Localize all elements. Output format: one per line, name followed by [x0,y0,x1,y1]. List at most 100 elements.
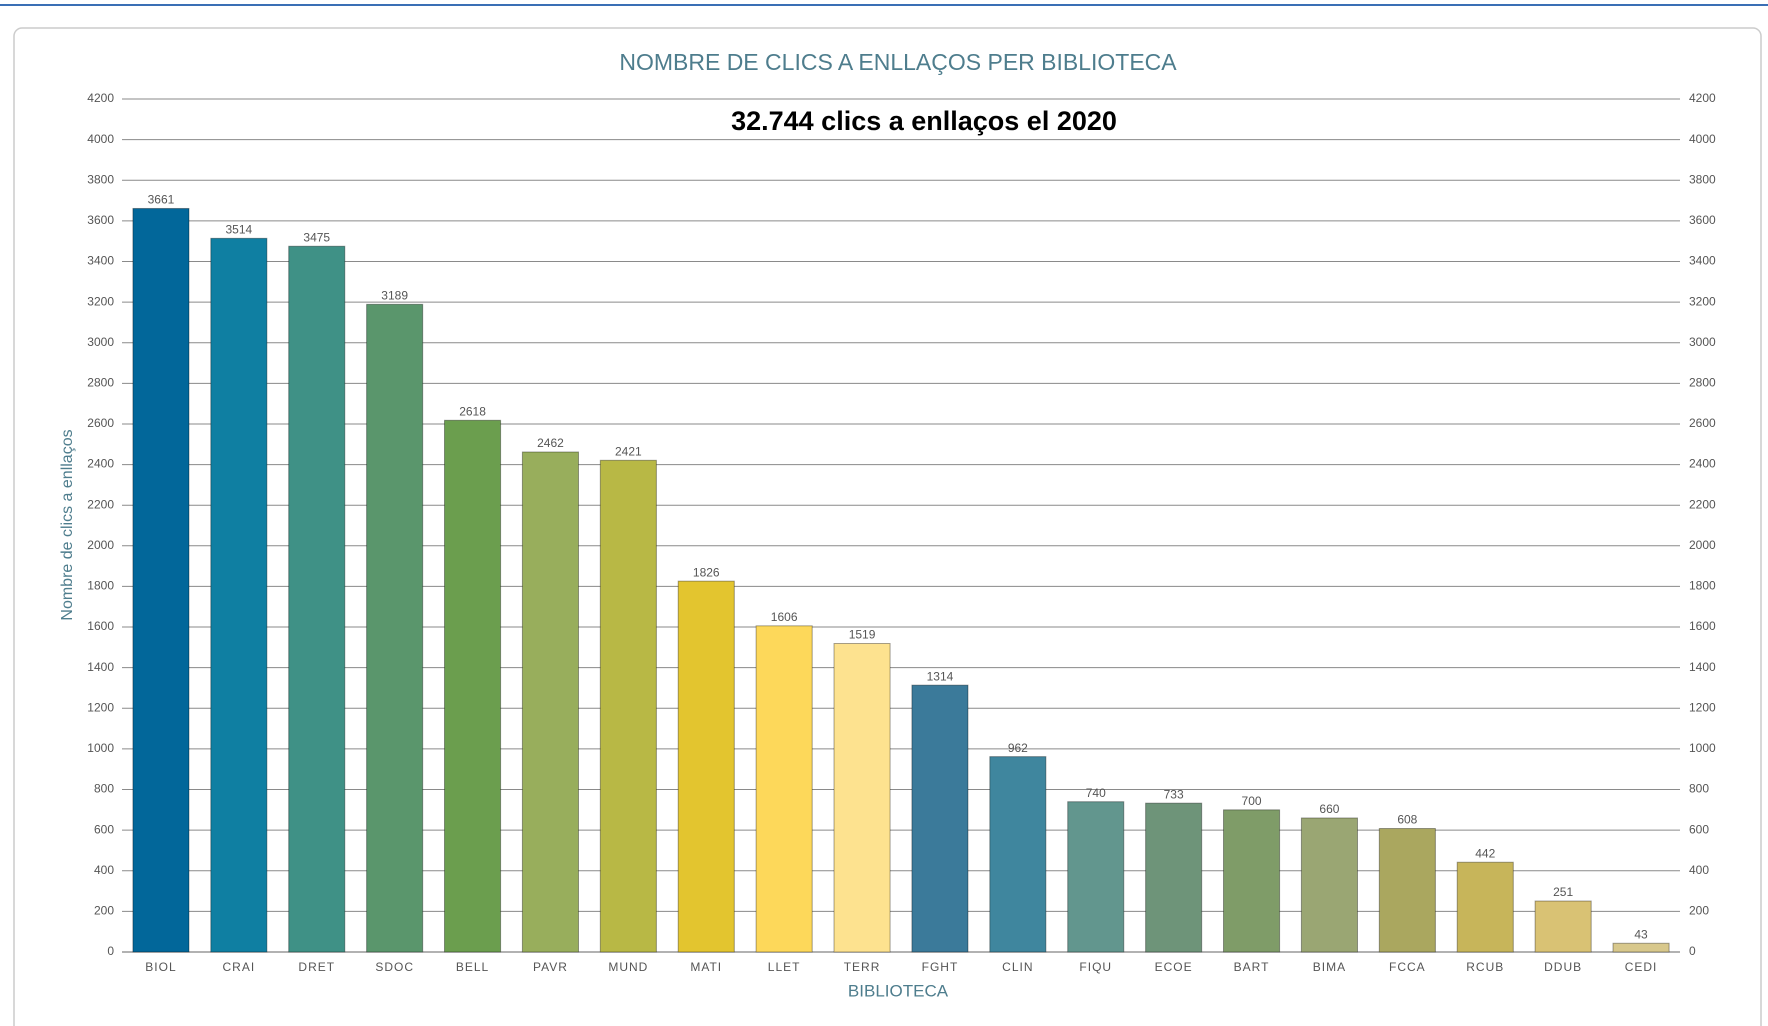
x-tick-label: BIMA [1313,960,1346,974]
y2-tick-label: 3200 [1689,294,1716,308]
y-axis-label: Nombre de clics a enllaços [59,429,76,620]
y2-tick-label: 2600 [1689,416,1716,430]
x-tick-label: SDOC [375,960,414,974]
data-label: 1314 [927,669,954,683]
bar [1067,801,1125,953]
bar [521,451,579,953]
y2-tick-label: 600 [1689,822,1709,836]
y-tick-label: 1600 [87,619,114,633]
bar [755,625,813,953]
data-label: 442 [1475,846,1495,860]
x-tick-label: DDUB [1544,960,1582,974]
data-label: 43 [1634,927,1648,941]
y2-tick-label: 0 [1689,944,1696,958]
y-tick-label: 200 [94,904,114,918]
x-tick-label: MATI [690,960,722,974]
x-tick-label: CRAI [223,960,256,974]
x-tick-label: CEDI [1625,960,1658,974]
x-tick-label: FGHT [922,960,959,974]
y2-tick-label: 2200 [1689,497,1716,511]
bar [444,419,502,953]
x-tick-label: PAVR [533,960,568,974]
bar [1534,900,1592,953]
bar [1378,828,1436,953]
y2-tick-label: 1800 [1689,579,1716,593]
x-tick-label: CLIN [1002,960,1033,974]
data-label: 3189 [381,289,408,303]
y2-tick-label: 200 [1689,904,1709,918]
y-tick-label: 3800 [87,172,114,186]
data-label: 2421 [615,444,642,458]
y2-tick-label: 1000 [1689,741,1716,755]
bar [989,756,1047,953]
x-axis-label: BIBLIOTECA [848,981,949,1000]
data-label: 3661 [148,193,175,207]
bar [1456,861,1514,953]
y2-tick-label: 2000 [1689,538,1716,552]
y-tick-label: 800 [94,782,114,796]
data-label: 251 [1553,885,1573,899]
chart-title: NOMBRE DE CLICS A ENLLAÇOS PER BIBLIOTEC… [619,49,1177,75]
data-label: 700 [1242,794,1262,808]
x-tick-label: FCCA [1389,960,1426,974]
y2-tick-label: 4200 [1689,91,1716,105]
y2-tick-label: 3600 [1689,213,1716,227]
y2-tick-label: 2800 [1689,376,1716,390]
y-tick-label: 1400 [87,660,114,674]
data-label: 1606 [771,610,798,624]
bar [911,684,969,953]
y-tick-label: 2000 [87,538,114,552]
data-label: 2618 [459,404,486,418]
bar [1612,942,1670,953]
x-tick-label: FIQU [1079,960,1112,974]
x-tick-label: MUND [608,960,648,974]
bar [677,580,735,953]
y2-tick-label: 3800 [1689,172,1716,186]
x-tick-label: BIOL [145,960,176,974]
bar [1223,809,1281,953]
y-tick-label: 2600 [87,416,114,430]
y-tick-label: 1000 [87,741,114,755]
x-tick-label: ECOE [1155,960,1193,974]
data-label: 660 [1319,802,1339,816]
y-tick-label: 3600 [87,213,114,227]
y2-tick-label: 1600 [1689,619,1716,633]
data-label: 3475 [303,230,330,244]
y-tick-label: 3000 [87,335,114,349]
y2-tick-label: 400 [1689,863,1709,877]
x-tick-label: BELL [456,960,489,974]
y2-tick-label: 2400 [1689,457,1716,471]
y-tick-label: 4200 [87,91,114,105]
bar [1300,817,1358,953]
x-tick-label: TERR [844,960,881,974]
y-tick-label: 400 [94,863,114,877]
y-tick-label: 1200 [87,700,114,714]
y-tick-label: 600 [94,822,114,836]
y2-tick-label: 1200 [1689,700,1716,714]
y2-tick-label: 3000 [1689,335,1716,349]
y-tick-label: 0 [107,944,114,958]
y-tick-label: 2400 [87,457,114,471]
y-tick-label: 3200 [87,294,114,308]
bar [1145,802,1203,953]
data-label: 1826 [693,565,720,579]
data-label: 3514 [225,222,252,236]
x-tick-label: RCUB [1466,960,1504,974]
x-tick-label: DRET [298,960,335,974]
data-label: 962 [1008,741,1028,755]
y-tick-label: 1800 [87,579,114,593]
y2-tick-label: 1400 [1689,660,1716,674]
y2-tick-label: 4000 [1689,132,1716,146]
bar [210,237,268,953]
bar [288,245,346,953]
y-tick-label: 4000 [87,132,114,146]
data-label: 740 [1086,786,1106,800]
x-tick-label: LLET [768,960,801,974]
y-tick-label: 2200 [87,497,114,511]
y2-tick-label: 3400 [1689,254,1716,268]
data-label: 608 [1397,813,1417,827]
y-tick-label: 3400 [87,254,114,268]
data-label: 733 [1164,787,1184,801]
chart-subtitle: 32.744 clics a enllaços el 2020 [731,106,1117,136]
